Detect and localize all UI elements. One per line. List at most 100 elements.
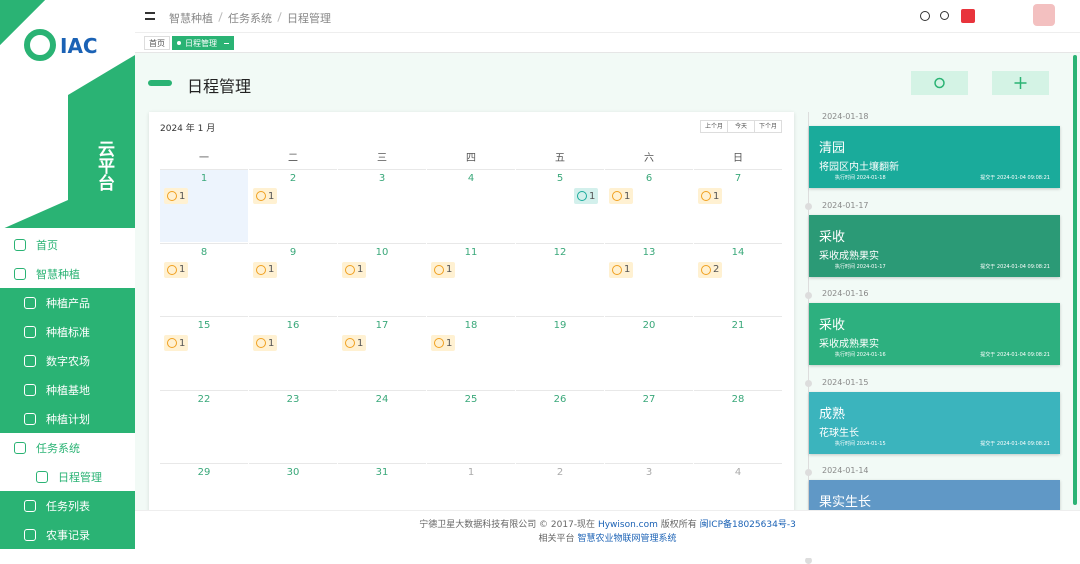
badge-pending[interactable]: 1 [609,188,634,204]
badge-pending[interactable]: 1 [698,188,723,204]
day-number: 24 [375,393,389,405]
day-number: 22 [197,393,211,405]
day-cell[interactable]: 15 1 [160,316,248,389]
menu-icon [14,267,26,280]
day-cell[interactable]: 23 [249,389,337,463]
day-cell[interactable]: 19 [516,316,604,389]
day-cell[interactable]: 14 2 [694,242,782,316]
day-cell[interactable]: 21 [694,316,782,389]
badge-pending[interactable]: 1 [253,188,278,204]
day-cell[interactable]: 4 [427,169,515,242]
badge-done[interactable]: 1 [574,188,599,204]
day-cell[interactable]: 26 [516,389,604,463]
menu-item[interactable]: 种植计划 [0,404,135,433]
header: 智慧种植 任务系统 日程管理 [135,0,1080,33]
menu-item[interactable]: 日程管理 [0,462,135,491]
breadcrumb-item[interactable]: 任务系统 [228,12,272,25]
day-cell[interactable]: 24 [338,389,426,463]
day-cell[interactable]: 22 [160,389,248,463]
task-card[interactable]: 成熟 花球生长 执行时间 2024-01-15 提交于 2024-01-04 09:0… [809,391,1060,454]
day-number: 14 [731,246,745,258]
menu-item[interactable]: 智慧种植 [0,259,135,288]
day-cell[interactable]: 4 [694,463,782,504]
badge-pending[interactable]: 1 [431,335,456,351]
scrollbar[interactable] [1073,55,1077,505]
task-card[interactable]: 采收 采收成熟果实 执行时间 2024-01-16 提交于 2024-01-04 09… [809,303,1060,365]
breadcrumb-item[interactable]: 智慧种植 [169,12,213,25]
menu-item[interactable]: 任务系统 [0,433,135,462]
task-card[interactable]: 清园 将园区内土壤翻新 执行时间 2024-01-18 提交于 2024-01-04 … [809,126,1060,188]
flag-icon[interactable] [961,9,975,23]
calendar-button[interactable]: 今天 [727,120,755,133]
footer-icp[interactable]: 闽ICP备18025634号-3 [699,520,796,530]
day-cell[interactable]: 20 [605,316,693,389]
menu-icon [24,499,36,512]
menu-item[interactable]: 种植基地 [0,375,135,404]
add-button[interactable] [992,71,1049,95]
refresh-button[interactable] [911,71,968,95]
calendar-button[interactable]: 下个月 [754,120,782,133]
day-cell[interactable]: 27 [605,389,693,463]
badge-pending[interactable]: 1 [164,188,189,204]
menu-toggle[interactable] [145,12,155,20]
badge-pending[interactable]: 1 [253,261,278,278]
day-cell[interactable]: 31 [338,463,426,504]
badge-pending[interactable]: 1 [253,335,278,351]
day-cell[interactable]: 3 [605,463,693,504]
badge-pending[interactable]: 1 [342,261,367,278]
day-cell[interactable]: 1 [427,463,515,504]
avatar[interactable] [1033,4,1055,26]
day-cell[interactable]: 10 1 [338,242,426,316]
day-number: 3 [378,173,386,184]
day-cell[interactable]: 3 [338,169,426,242]
menu-item[interactable]: 数字农场 [0,346,135,375]
badge-count: 1 [713,190,720,202]
task-submitted: 提交于 2024-01-04 09:08:21 [980,263,1050,270]
day-cell[interactable]: 13 1 [605,242,693,316]
badge-count: 1 [624,264,631,275]
day-number: 5 [556,173,564,184]
day-cell[interactable]: 29 [160,463,248,504]
search-icon[interactable] [940,11,949,20]
calendar-button[interactable]: 上个月 [700,120,728,133]
day-cell[interactable]: 12 [516,242,604,316]
footer-site[interactable]: Hywison.com [597,520,658,530]
badge-pending[interactable]: 1 [164,261,189,278]
day-cell[interactable]: 25 [427,389,515,463]
breadcrumb-item[interactable]: 日程管理 [287,12,331,25]
footer-line: 相关平台 智慧农业物联网管理系统 [135,532,1080,546]
tab[interactable]: 日程管理 [172,36,234,50]
menu-item[interactable]: 首页 [0,230,135,259]
badge-icon [612,264,622,275]
badge-pending[interactable]: 1 [342,335,367,351]
day-cell[interactable]: 16 1 [249,316,337,389]
badge-pending[interactable]: 1 [609,261,634,278]
menu-item[interactable]: 种植标准 [0,317,135,346]
help-icon[interactable] [920,11,930,21]
tab[interactable]: 首页 [144,36,170,50]
day-cell[interactable]: 28 [694,389,782,463]
badge-pending[interactable]: 1 [431,261,456,278]
day-cell[interactable]: 17 1 [338,316,426,389]
menu-item[interactable]: 种植产品 [0,288,135,317]
day-cell[interactable]: 18 1 [427,316,515,389]
task-card[interactable]: 果实生长 [809,480,1060,510]
day-cell[interactable]: 30 [249,463,337,504]
day-number: 3 [645,467,653,478]
badge-pending[interactable]: 1 [164,335,189,351]
tab-close[interactable] [224,43,229,44]
menu-item[interactable]: 农事记录 [0,520,135,549]
badge-pending[interactable]: 2 [698,261,723,278]
footer-link[interactable]: 智慧农业物联网管理系统 [577,534,677,544]
menu-item[interactable]: 任务列表 [0,491,135,520]
day-cell[interactable]: 2 [516,463,604,504]
task-card[interactable]: 采收 采收成熟果实 执行时间 2024-01-17 提交于 2024-01-04 09… [809,214,1060,277]
day-cell[interactable]: 11 1 [427,242,515,316]
